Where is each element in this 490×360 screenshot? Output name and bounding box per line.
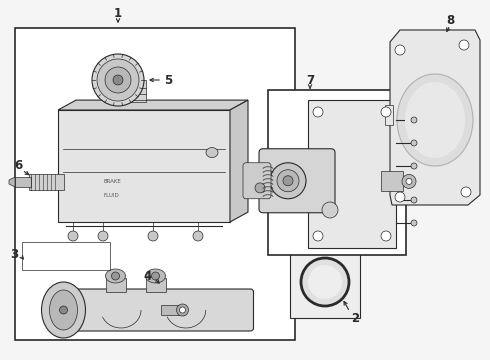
Polygon shape	[9, 177, 15, 187]
Ellipse shape	[42, 282, 85, 338]
Circle shape	[113, 75, 123, 85]
Ellipse shape	[397, 74, 473, 166]
Circle shape	[105, 67, 131, 93]
Circle shape	[277, 170, 299, 192]
FancyBboxPatch shape	[243, 163, 271, 199]
Circle shape	[308, 265, 342, 299]
Text: 5: 5	[164, 73, 172, 86]
Bar	[243, 183, 258, 193]
Circle shape	[459, 40, 469, 50]
FancyBboxPatch shape	[58, 110, 230, 222]
Ellipse shape	[405, 82, 465, 158]
Circle shape	[92, 54, 144, 106]
Ellipse shape	[206, 148, 218, 158]
Ellipse shape	[146, 269, 166, 283]
Ellipse shape	[105, 269, 125, 283]
Polygon shape	[230, 100, 248, 222]
Circle shape	[461, 187, 471, 197]
Circle shape	[313, 231, 323, 241]
Circle shape	[322, 202, 338, 218]
Text: FLUID: FLUID	[103, 193, 119, 198]
Bar	[22, 242, 110, 270]
Polygon shape	[390, 30, 480, 205]
Text: 2: 2	[351, 311, 359, 324]
Bar	[268, 90, 406, 255]
Circle shape	[151, 272, 160, 280]
Text: 7: 7	[306, 73, 314, 86]
Circle shape	[270, 163, 306, 199]
Circle shape	[301, 258, 349, 306]
Bar	[105, 278, 125, 292]
Circle shape	[148, 231, 158, 241]
Bar	[106, 80, 146, 102]
Text: 3: 3	[10, 248, 18, 261]
Circle shape	[411, 220, 417, 226]
Circle shape	[411, 140, 417, 146]
Circle shape	[283, 176, 293, 186]
Text: 6: 6	[14, 158, 22, 171]
Bar	[15, 28, 295, 340]
Bar	[385, 105, 393, 125]
Circle shape	[381, 231, 391, 241]
Bar	[161, 305, 178, 315]
Circle shape	[411, 117, 417, 123]
Bar	[146, 278, 166, 292]
Circle shape	[68, 231, 78, 241]
Bar	[15, 177, 31, 187]
Bar	[308, 100, 396, 248]
Circle shape	[176, 304, 189, 316]
Circle shape	[411, 197, 417, 203]
Circle shape	[395, 192, 405, 202]
Text: BRAKE: BRAKE	[103, 179, 121, 184]
Circle shape	[381, 107, 391, 117]
Text: 4: 4	[144, 270, 152, 284]
Polygon shape	[58, 100, 248, 110]
Circle shape	[255, 183, 265, 193]
Circle shape	[411, 163, 417, 169]
Circle shape	[193, 231, 203, 241]
Ellipse shape	[49, 290, 77, 330]
Circle shape	[406, 179, 412, 184]
Circle shape	[112, 272, 120, 280]
Circle shape	[402, 174, 416, 188]
Bar	[290, 246, 360, 318]
Text: 1: 1	[114, 6, 122, 19]
Circle shape	[59, 306, 68, 314]
FancyBboxPatch shape	[259, 149, 335, 213]
Circle shape	[395, 45, 405, 55]
Circle shape	[98, 231, 108, 241]
Circle shape	[179, 307, 186, 313]
Bar	[29, 174, 64, 190]
Bar	[381, 171, 403, 192]
Text: 8: 8	[446, 14, 454, 27]
Circle shape	[313, 107, 323, 117]
FancyBboxPatch shape	[63, 289, 253, 331]
Circle shape	[97, 59, 139, 101]
